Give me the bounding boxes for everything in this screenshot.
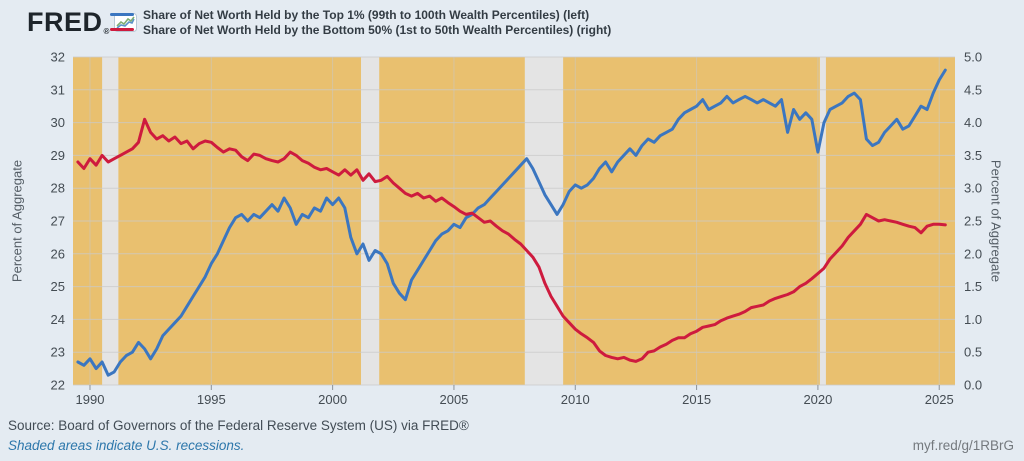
svg-text:3.0: 3.0: [964, 181, 982, 196]
svg-text:2020: 2020: [803, 392, 832, 407]
fred-logo[interactable]: FRED ®: [27, 6, 137, 39]
svg-text:2000: 2000: [318, 392, 347, 407]
svg-text:2010: 2010: [561, 392, 590, 407]
svg-text:31: 31: [51, 82, 65, 97]
legend: Share of Net Worth Held by the Top 1% (9…: [110, 7, 611, 37]
chart-plot-area[interactable]: 22 23 24 25 26 27 28 29 30 31 32 0.0 0.5 1.0 1.5 2.0 2.5…: [0, 0, 1024, 410]
svg-text:2.5: 2.5: [964, 214, 982, 229]
svg-text:28: 28: [51, 181, 65, 196]
svg-text:0.0: 0.0: [964, 378, 982, 393]
svg-text:2.0: 2.0: [964, 246, 982, 261]
svg-text:1.5: 1.5: [964, 279, 982, 294]
svg-text:24: 24: [51, 312, 65, 327]
short-url: myf.red/g/1RBrG: [912, 438, 1014, 453]
svg-text:27: 27: [51, 214, 65, 229]
source-text: Source: Board of Governors of the Federa…: [8, 418, 469, 433]
svg-text:30: 30: [51, 115, 65, 130]
svg-text:29: 29: [51, 148, 65, 163]
svg-text:5.0: 5.0: [964, 50, 982, 65]
svg-text:1995: 1995: [197, 392, 226, 407]
svg-text:2005: 2005: [439, 392, 468, 407]
legend-item-bottom50[interactable]: Share of Net Worth Held by the Bottom 50…: [110, 22, 611, 37]
svg-text:4.0: 4.0: [964, 115, 982, 130]
svg-text:25: 25: [51, 279, 65, 294]
legend-label-top1: Share of Net Worth Held by the Top 1% (9…: [143, 7, 590, 22]
fred-logo-text: FRED: [27, 7, 103, 37]
legend-swatch-top1: [110, 13, 134, 16]
svg-text:32: 32: [51, 50, 65, 65]
svg-text:4.5: 4.5: [964, 82, 982, 97]
svg-text:0.5: 0.5: [964, 345, 982, 360]
svg-text:2015: 2015: [682, 392, 711, 407]
svg-text:1.0: 1.0: [964, 312, 982, 327]
svg-text:2025: 2025: [925, 392, 954, 407]
legend-swatch-bottom50: [110, 28, 134, 31]
svg-text:26: 26: [51, 246, 65, 261]
svg-text:1990: 1990: [76, 392, 105, 407]
legend-item-top1[interactable]: Share of Net Worth Held by the Top 1% (9…: [110, 7, 611, 22]
svg-text:3.5: 3.5: [964, 148, 982, 163]
recession-note-link[interactable]: Shaded areas indicate U.S. recessions.: [8, 438, 245, 453]
legend-label-bottom50: Share of Net Worth Held by the Bottom 50…: [143, 22, 612, 37]
svg-text:23: 23: [51, 345, 65, 360]
fred-sparkline-icon: [113, 8, 137, 39]
registered-mark: ®: [103, 27, 110, 36]
svg-text:22: 22: [51, 378, 65, 393]
